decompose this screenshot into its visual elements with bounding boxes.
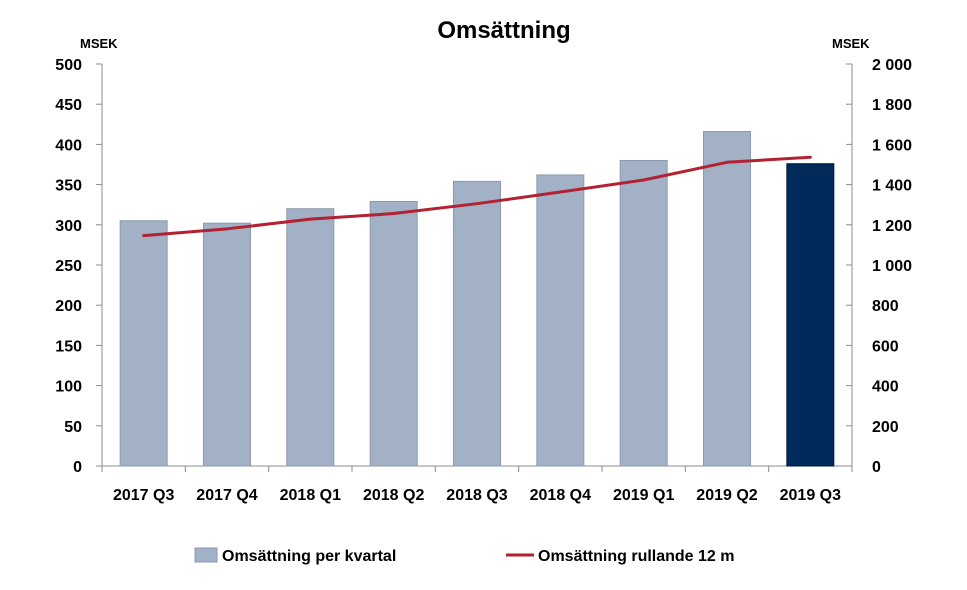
bar [369,200,418,467]
line-point [142,234,146,238]
line-series [142,155,812,238]
x-category-label: 2018 Q4 [530,487,591,504]
line-point [392,212,396,216]
bar [203,222,251,467]
bar [619,159,668,467]
left-tick-label: 200 [55,298,82,315]
x-category-label: 2019 Q1 [613,487,674,504]
right-tick-label: 0 [872,459,881,476]
left-tick-label: 500 [55,57,82,74]
line-point [642,178,646,182]
bar-series [119,131,835,467]
right-tick-label: 600 [872,338,899,355]
line-point [725,160,729,164]
left-tick-label: 0 [73,459,82,476]
left-tick-label: 300 [55,218,82,235]
right-tick-label: 1 200 [872,218,912,235]
left-tick-label: 100 [55,379,82,396]
bar [703,131,751,467]
legend-bar-label: Omsättning per kvartal [222,548,396,565]
x-category-label: 2018 Q1 [280,487,341,504]
x-category-label: 2018 Q2 [363,487,424,504]
legend: Omsättning per kvartal Omsättning rullan… [194,547,734,565]
line-point [808,155,812,159]
right-tick-label: 1 800 [872,97,912,114]
right-tick-label: 2 000 [872,57,912,74]
x-category-label: 2019 Q2 [696,487,757,504]
left-tick-label: 450 [55,97,82,114]
left-axis-unit: MSEK [80,36,118,51]
bar [536,174,585,467]
bar [286,208,335,467]
x-category-label: 2018 Q3 [446,487,507,504]
line-point [558,190,562,194]
bar-highlighted [786,163,835,467]
line-point [225,227,229,231]
line-point [308,217,312,221]
left-tick-label: 400 [55,137,82,154]
right-tick-label: 1 600 [872,137,912,154]
x-category-label: 2017 Q4 [196,487,257,504]
legend-bar-swatch [194,547,218,563]
left-tick-label: 350 [55,178,82,195]
chart-title: Omsättning [437,17,570,44]
legend-line-label: Omsättning rullande 12 m [538,548,734,565]
x-axis-labels: 2017 Q3 2017 Q4 2018 Q1 2018 Q2 2018 Q3 2018 … [113,487,841,504]
left-tick-label: 50 [64,419,82,436]
x-category-label: 2019 Q3 [780,487,841,504]
right-axis-unit: MSEK [832,36,870,51]
line-point [475,202,479,206]
right-tick-label: 200 [872,419,899,436]
x-axis-ticks [101,466,853,472]
left-tick-label: 150 [55,338,82,355]
bar [453,180,501,467]
left-tick-label: 250 [55,258,82,275]
right-axis-ticks: 2 000 1 800 1 600 1 400 1 200 1 000 800 600 400 2… [846,57,912,476]
right-tick-label: 1 400 [872,178,912,195]
right-tick-label: 800 [872,298,899,315]
right-tick-label: 1 000 [872,258,912,275]
x-category-label: 2017 Q3 [113,487,174,504]
right-tick-label: 400 [872,379,899,396]
bar [119,220,168,467]
